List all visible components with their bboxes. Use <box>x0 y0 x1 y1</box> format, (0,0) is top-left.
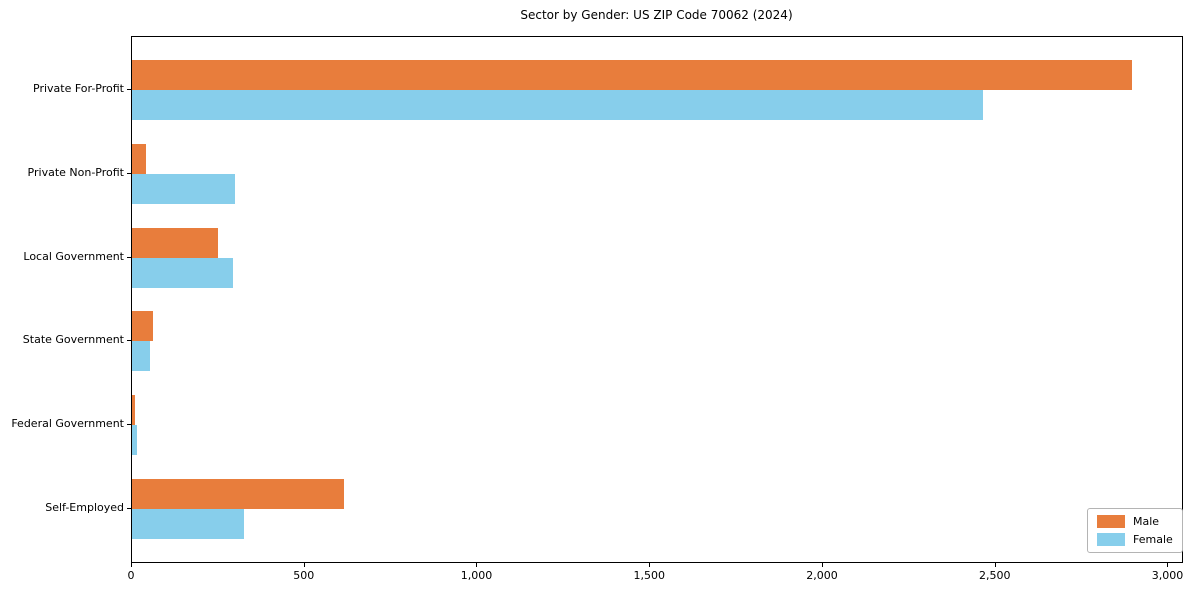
bar-male-1 <box>132 143 147 174</box>
y-tick-label: State Government <box>22 333 124 347</box>
y-tick-mark <box>127 256 131 258</box>
bar-male-0 <box>132 60 1132 90</box>
x-tick-label: 2,500 <box>978 569 1011 582</box>
chart-title: Sector by Gender: US ZIP Code 70062 (202… <box>520 8 793 22</box>
y-tick-mark <box>127 508 131 509</box>
y-tick-label: Federal Government <box>11 417 124 431</box>
x-tick-mark <box>994 563 996 567</box>
x-tick-label: 3,000 <box>1151 569 1184 582</box>
bar-female-0 <box>132 90 983 120</box>
bars-layer <box>132 37 1182 562</box>
y-tick-label: Local Government <box>23 249 124 263</box>
y-tick-mark <box>127 340 131 342</box>
bar-female-4 <box>132 425 137 456</box>
legend-item-male: Male <box>1097 515 1173 528</box>
bar-female-5 <box>132 509 245 539</box>
y-tick-mark <box>127 89 131 90</box>
legend-label-female: Female <box>1133 533 1173 546</box>
x-tick-mark <box>649 563 651 567</box>
x-tick-mark <box>131 563 132 567</box>
x-tick-label: 1,000 <box>460 569 493 582</box>
y-tick-label: Private For-Profit <box>33 82 124 95</box>
y-tick-label: Self-Employed <box>45 501 124 514</box>
x-tick-mark <box>1167 563 1169 567</box>
legend-label-male: Male <box>1133 515 1160 528</box>
x-tick-label: 2,000 <box>806 569 838 582</box>
legend-item-female: Female <box>1097 533 1173 546</box>
x-tick-label: 1,500 <box>633 569 665 582</box>
plot-area: Male Female <box>131 36 1183 563</box>
y-tick-mark <box>127 424 131 426</box>
x-tick-label: 500 <box>293 569 315 582</box>
bar-female-3 <box>132 341 150 372</box>
y-tick-mark <box>127 172 131 174</box>
x-tick-label: 0 <box>127 569 135 582</box>
legend: Male Female <box>1087 508 1183 553</box>
bar-female-1 <box>132 173 235 204</box>
legend-swatch-male-icon <box>1097 515 1125 528</box>
bar-male-3 <box>132 311 154 342</box>
x-tick-mark <box>821 563 823 567</box>
bar-male-4 <box>132 395 136 426</box>
x-tick-mark <box>303 563 305 567</box>
y-tick-label: Private Non-Profit <box>27 165 124 179</box>
bar-male-5 <box>132 479 344 509</box>
bar-male-2 <box>132 227 219 258</box>
x-tick-mark <box>476 563 478 567</box>
legend-swatch-female-icon <box>1097 533 1125 546</box>
bar-female-2 <box>132 257 234 288</box>
